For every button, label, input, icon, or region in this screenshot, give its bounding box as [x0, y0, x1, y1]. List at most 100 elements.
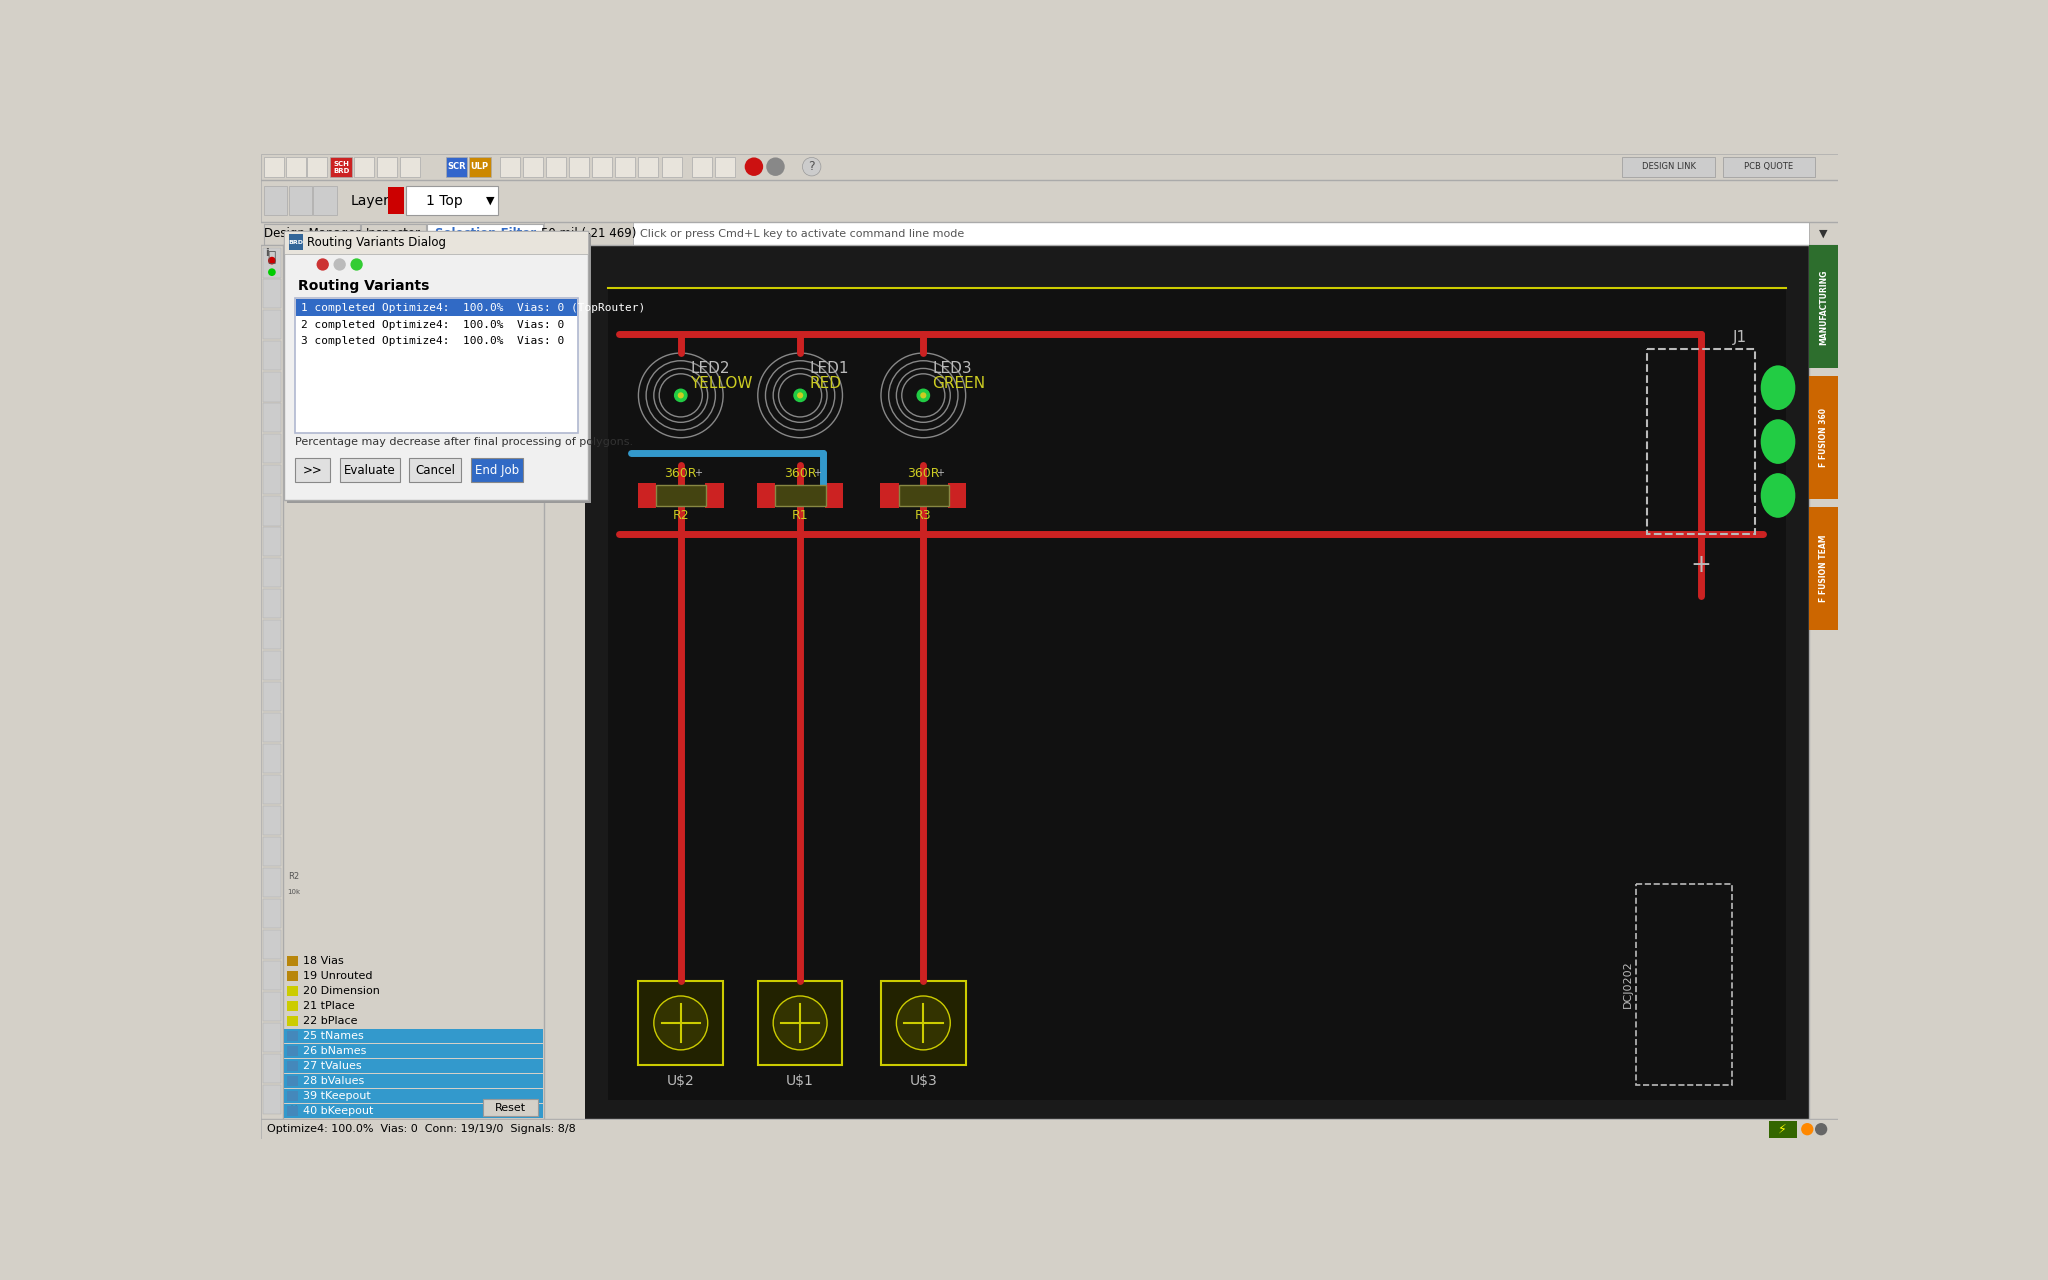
Circle shape: [350, 259, 362, 270]
Text: 20 Dimension: 20 Dimension: [303, 986, 379, 996]
Bar: [285, 1074, 543, 1088]
Text: SCR: SCR: [446, 163, 467, 172]
Bar: [295, 298, 578, 433]
Circle shape: [803, 157, 821, 175]
Bar: [262, 899, 281, 928]
Bar: [287, 1091, 299, 1101]
Text: Cancel: Cancel: [416, 463, 455, 476]
Circle shape: [774, 996, 827, 1050]
Ellipse shape: [1761, 474, 1796, 518]
Bar: [262, 434, 281, 463]
Bar: [1636, 884, 1733, 1084]
Bar: [428, 224, 543, 246]
Text: BRD: BRD: [289, 239, 303, 244]
Bar: [1808, 507, 1839, 630]
Bar: [287, 1046, 299, 1056]
Circle shape: [301, 252, 313, 262]
Bar: [410, 458, 461, 483]
Text: 2 completed Optimize4:  100.0%  Vias: 0: 2 completed Optimize4: 100.0% Vias: 0: [301, 320, 565, 329]
Text: +: +: [694, 468, 702, 479]
Bar: [285, 1059, 543, 1073]
Circle shape: [797, 392, 803, 398]
Bar: [446, 156, 467, 177]
Circle shape: [918, 389, 930, 402]
Bar: [262, 837, 281, 865]
Text: R3: R3: [915, 509, 932, 522]
Bar: [758, 980, 842, 1065]
Bar: [262, 527, 281, 557]
Circle shape: [289, 252, 301, 262]
Text: 25 tNames: 25 tNames: [303, 1032, 362, 1041]
Bar: [262, 179, 1839, 223]
Text: LED3: LED3: [932, 361, 973, 376]
Bar: [285, 1029, 543, 1043]
Text: F FUSION 360: F FUSION 360: [1819, 408, 1829, 467]
Bar: [285, 1089, 543, 1103]
Bar: [289, 234, 303, 250]
Text: Optimize4: 100.0%  Vias: 0  Conn: 19/19/0  Signals: 8/8: Optimize4: 100.0% Vias: 0 Conn: 19/19/0 …: [268, 1124, 575, 1134]
Bar: [262, 372, 281, 402]
Text: ▼: ▼: [1819, 229, 1827, 238]
Bar: [287, 1016, 299, 1027]
Text: 21 tPlace: 21 tPlace: [303, 1001, 354, 1011]
Bar: [262, 1119, 1839, 1139]
Text: ULP: ULP: [471, 163, 489, 172]
Text: ⓘ: ⓘ: [268, 251, 276, 265]
Bar: [825, 483, 844, 508]
Bar: [264, 156, 285, 177]
Bar: [287, 1061, 299, 1071]
Bar: [262, 929, 281, 959]
Bar: [377, 156, 397, 177]
Text: +: +: [813, 468, 821, 479]
Bar: [705, 483, 723, 508]
Bar: [545, 223, 633, 246]
Circle shape: [745, 157, 764, 175]
Text: 40 bKeepout: 40 bKeepout: [303, 1106, 373, 1116]
Bar: [881, 980, 967, 1065]
Bar: [313, 186, 336, 215]
Circle shape: [1800, 1123, 1812, 1135]
Bar: [262, 682, 281, 712]
Text: 26 bNames: 26 bNames: [303, 1046, 367, 1056]
Bar: [287, 986, 299, 996]
Text: U$3: U$3: [909, 1074, 938, 1088]
Bar: [639, 980, 723, 1065]
Text: 360R: 360R: [664, 467, 696, 480]
Bar: [307, 156, 328, 177]
Bar: [262, 279, 281, 308]
Bar: [1622, 156, 1714, 177]
Bar: [547, 156, 565, 177]
Bar: [662, 156, 682, 177]
Bar: [289, 186, 311, 215]
Bar: [262, 154, 1839, 179]
Bar: [285, 1043, 543, 1059]
Bar: [569, 156, 590, 177]
Circle shape: [674, 389, 686, 402]
Bar: [287, 1001, 299, 1011]
Bar: [262, 223, 1839, 246]
Bar: [262, 497, 281, 526]
Text: Routing Variants Dialog: Routing Variants Dialog: [307, 236, 446, 248]
Bar: [262, 868, 281, 897]
Bar: [639, 156, 659, 177]
Text: 360R: 360R: [907, 467, 940, 480]
Text: ?: ?: [809, 160, 815, 173]
Bar: [295, 300, 578, 316]
Bar: [1722, 156, 1815, 177]
Bar: [262, 310, 281, 339]
Bar: [948, 483, 967, 508]
Bar: [483, 1100, 539, 1116]
Bar: [389, 187, 403, 214]
Text: 18 Vias: 18 Vias: [303, 956, 344, 966]
Text: 28 bValues: 28 bValues: [303, 1076, 365, 1087]
Ellipse shape: [1761, 365, 1796, 410]
Text: +: +: [1690, 553, 1712, 577]
Circle shape: [1815, 1123, 1827, 1135]
Text: Reset: Reset: [496, 1102, 526, 1112]
Text: +: +: [936, 468, 944, 479]
Text: End Job: End Job: [475, 463, 518, 476]
Circle shape: [653, 996, 709, 1050]
Text: SCH: SCH: [334, 160, 348, 166]
Bar: [406, 186, 498, 215]
Text: BRD: BRD: [334, 168, 350, 174]
